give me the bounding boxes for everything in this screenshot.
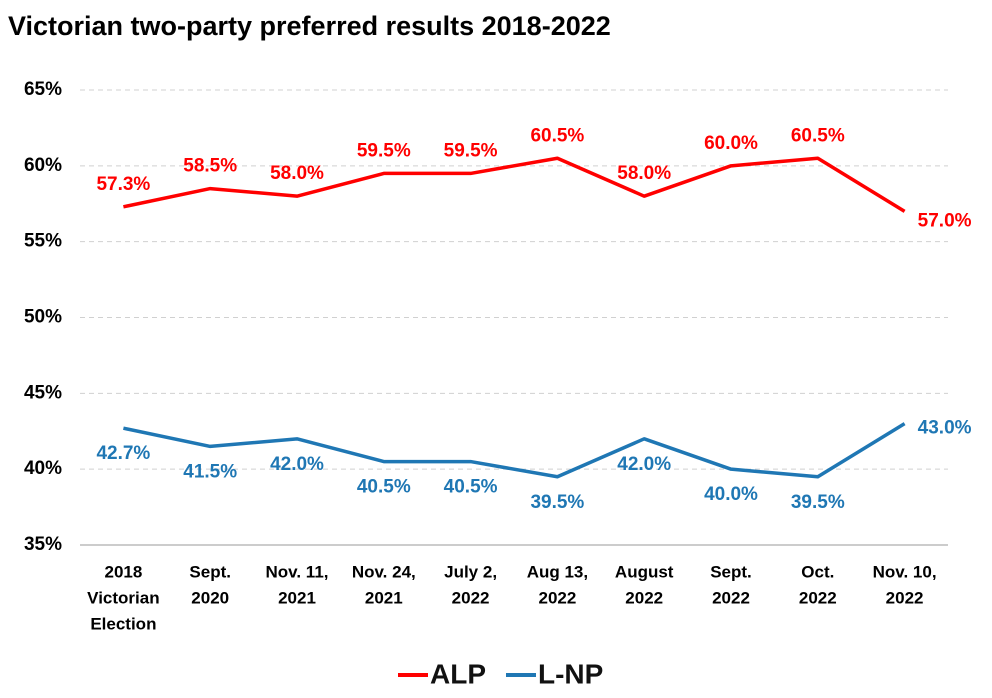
x-tick-label: 2020 [191,588,229,607]
x-tick-label: 2018 [104,562,142,581]
x-tick-label: July 2, [444,562,497,581]
data-label: 39.5% [791,492,845,513]
data-label: 40.5% [357,477,411,498]
y-tick-label: 65% [24,79,62,100]
data-label: 59.5% [357,140,411,161]
data-label: 42.7% [96,443,150,464]
data-label: 60.5% [791,125,845,146]
chart-title: Victorian two-party preferred results 20… [8,11,611,41]
y-tick-label: 35% [24,534,62,555]
data-label: 41.5% [183,461,237,482]
data-label: 59.5% [444,140,498,161]
x-tick-label: Aug 13, [527,562,588,581]
series-line [123,156,906,213]
data-label: 57.3% [96,174,150,195]
y-tick-label: 50% [24,307,62,328]
series-line [123,422,906,479]
data-label: 42.0% [270,454,324,475]
data-label: 58.0% [270,163,324,184]
x-tick-label: 2021 [278,588,316,607]
data-label: 58.5% [183,156,237,177]
data-label: 60.0% [704,133,758,154]
x-tick-label: 2022 [799,588,837,607]
y-tick-label: 45% [24,382,62,403]
x-tick-label: 2021 [365,588,403,607]
x-tick-label: 2022 [625,588,663,607]
x-tick-label: Nov. 11, [266,562,329,581]
x-tick-label: Sept. [189,562,231,581]
x-tick-label: Nov. 24, [352,562,416,581]
data-label: 58.0% [617,163,671,184]
x-tick-label: August [615,562,674,581]
x-tick-label: Election [90,614,156,633]
y-tick-label: 60% [24,155,62,176]
x-tick-label: 2022 [538,588,576,607]
x-tick-label: 2022 [452,588,490,607]
data-label: 39.5% [530,492,584,513]
data-label: 57.0% [918,210,972,231]
legend-label: L-NP [538,658,603,689]
x-tick-label: Oct. [801,562,834,581]
data-label: 42.0% [617,454,671,475]
legend-label: ALP [430,658,486,689]
data-label: 40.0% [704,484,758,505]
x-tick-label: 2022 [886,588,924,607]
y-tick-label: 40% [24,458,62,479]
data-label: 60.5% [530,125,584,146]
y-tick-label: 55% [24,231,62,252]
x-tick-label: Victorian [87,588,159,607]
data-label: 40.5% [444,477,498,498]
x-tick-label: Sept. [710,562,752,581]
x-tick-label: 2022 [712,588,750,607]
data-label: 43.0% [918,418,972,439]
x-tick-label: Nov. 10, [873,562,937,581]
